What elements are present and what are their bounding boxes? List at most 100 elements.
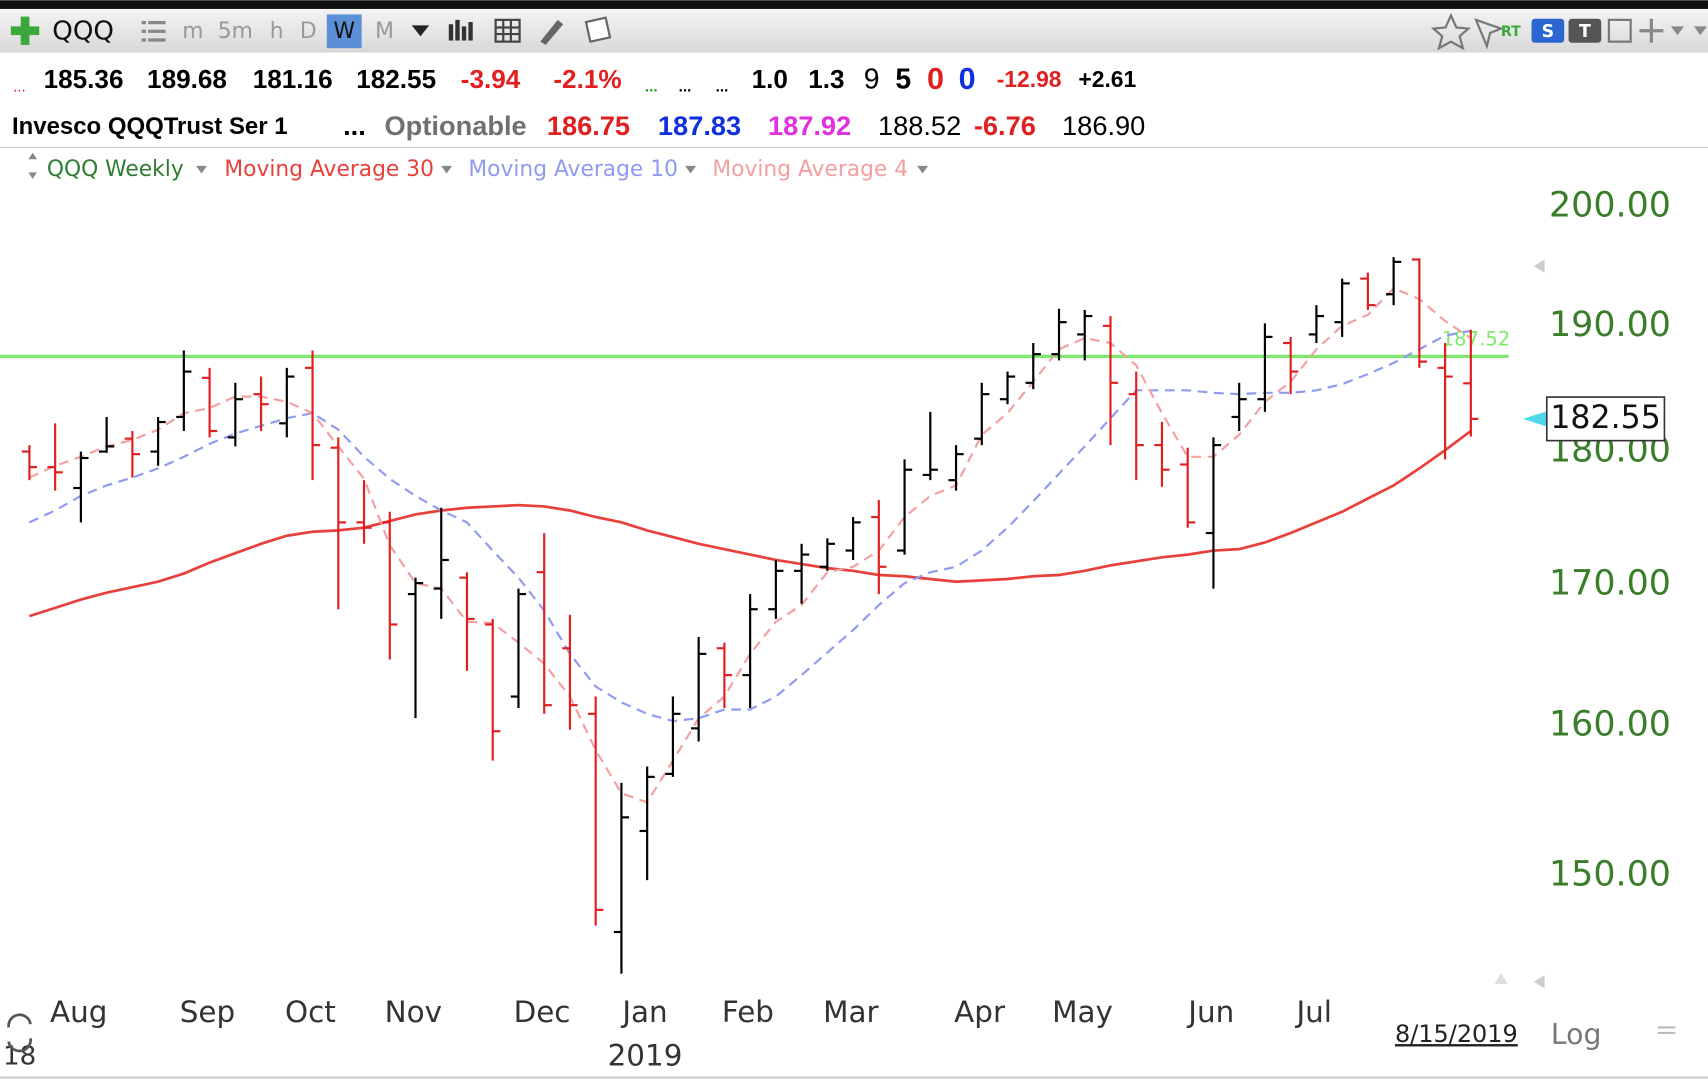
year-label: 2019 <box>608 1038 683 1072</box>
last-price-box <box>1545 396 1666 442</box>
prev-year-label: 18 <box>3 1041 36 1071</box>
interval-button[interactable]: M <box>375 19 394 44</box>
x-tick-label: Jan <box>620 995 667 1029</box>
grid-icon[interactable] <box>494 18 521 43</box>
quote-value: 186.75 <box>547 110 630 141</box>
quote-value: Optionable <box>385 110 527 141</box>
interval-button[interactable]: D <box>300 19 317 44</box>
plot: 150.00160.00170.00180.00190.00200.00187.… <box>0 186 1671 1072</box>
intervals: m 5m h D W M <box>182 19 394 44</box>
menu-icon[interactable] <box>141 20 166 42</box>
y-tick-label: 150.00 <box>1549 855 1671 895</box>
legend-entry[interactable]: Moving Average 10 <box>468 157 678 182</box>
legend-dropdown[interactable] <box>685 165 697 174</box>
t-icon[interactable] <box>1568 18 1602 43</box>
quote-value: -6.76 <box>974 110 1036 141</box>
quote-value: +2.61 <box>1078 66 1136 92</box>
add-icon[interactable] <box>10 16 40 45</box>
toolbar-label[interactable]: T <box>1579 22 1591 42</box>
quote-value: -12.98 <box>997 66 1062 92</box>
x-tick-label: Aug <box>50 995 107 1029</box>
quote-value: 1.0 <box>752 64 788 94</box>
window-icon[interactable] <box>1607 18 1632 43</box>
quote-value: ... <box>645 78 658 95</box>
last-price-label: 182.55 <box>1550 400 1661 436</box>
quote-value: 1.3 <box>808 64 844 94</box>
move-icon[interactable] <box>1639 18 1664 43</box>
interval-button[interactable]: W <box>333 19 355 44</box>
legend: QQQ Weekly Moving Average 30 Moving Averag… <box>28 152 929 182</box>
y-tick-label: 190.00 <box>1549 305 1671 345</box>
window-edge <box>0 0 1708 9</box>
x-tick-label: May <box>1052 995 1113 1029</box>
legend-dropdown[interactable] <box>196 165 207 174</box>
x-tick-label: Jul <box>1294 995 1331 1029</box>
legend-dropdown[interactable] <box>917 165 929 174</box>
x-tick-label: Apr <box>954 995 1006 1029</box>
quote-value: 0 <box>927 62 944 96</box>
star-icon[interactable] <box>1430 12 1471 51</box>
quote-value: ... <box>13 78 26 95</box>
scale-label[interactable]: Log <box>1551 1018 1602 1051</box>
quote-value: 181.16 <box>253 64 333 94</box>
quote-value: 187.83 <box>658 110 741 141</box>
legend-dropdown[interactable] <box>441 165 453 174</box>
moving-average-line <box>28 329 1472 723</box>
quote-value: 189.68 <box>147 64 227 94</box>
dropdown-icon[interactable] <box>411 25 430 37</box>
symbol[interactable]: QQQ <box>52 16 114 46</box>
x-tick-label: Nov <box>385 995 442 1029</box>
interval-button[interactable]: h <box>270 19 284 44</box>
right-labels: RT S T <box>1501 22 1591 42</box>
last-price-pointer <box>1522 411 1547 427</box>
menu-dropdown-icon[interactable] <box>1693 26 1707 36</box>
legend-arrow[interactable] <box>28 152 38 179</box>
active-interval-bg <box>326 14 362 49</box>
y-tick-label: 200.00 <box>1549 186 1671 226</box>
chart-style-icon[interactable] <box>448 19 473 41</box>
quote-value: 188.52 <box>878 110 961 141</box>
legend-entry[interactable]: Moving Average 4 <box>712 157 908 182</box>
quote-value: Invesco QQQTrust Ser 1 <box>12 113 288 140</box>
menu-dropdown-icon[interactable] <box>1670 26 1685 36</box>
scroll-arrow[interactable] <box>1533 259 1545 989</box>
legend-entry[interactable]: QQQ Weekly <box>47 157 184 182</box>
quote-value: 182.55 <box>356 64 436 94</box>
interval-button[interactable]: 5m <box>218 19 253 44</box>
interval-button[interactable]: m <box>182 19 203 44</box>
x-tick-label: Feb <box>722 995 774 1029</box>
s-icon[interactable] <box>1531 18 1565 43</box>
x-tick-label: Oct <box>285 995 336 1029</box>
toolbar <box>0 8 1708 53</box>
y-tick-label: 160.00 <box>1549 704 1671 744</box>
quote-value: 187.92 <box>768 110 851 141</box>
scale-icon[interactable] <box>1657 1026 1676 1034</box>
note-icon[interactable] <box>584 16 612 43</box>
toolbar-label[interactable]: RT <box>1501 24 1521 40</box>
quote-value: ... <box>716 78 729 95</box>
quote-value: 186.90 <box>1062 110 1145 141</box>
legend-entry[interactable]: Moving Average 30 <box>224 157 434 182</box>
pen-icon[interactable] <box>540 19 564 45</box>
quotes: ... 185.36 189.68 181.16 182.55 -3.94 -2.1%...… <box>12 62 1145 141</box>
quote-value: ... <box>343 110 366 141</box>
quote-value: 185.36 <box>44 64 124 94</box>
quote-value: -3.94 <box>461 64 521 94</box>
refresh-icon[interactable] <box>7 1013 32 1053</box>
quote-value: 0 <box>959 62 976 96</box>
level-label: 187.52 <box>1442 328 1511 351</box>
quote-value: ... <box>679 78 692 95</box>
x-tick-label: Jun <box>1186 995 1234 1029</box>
flag-icon[interactable] <box>1474 18 1505 50</box>
moving-average-line <box>28 429 1472 618</box>
quote-value: -2.1% <box>553 64 621 94</box>
x-tick-label: Mar <box>823 995 879 1029</box>
quote-value: 9 <box>864 63 880 95</box>
quote-value: 5 <box>895 63 911 95</box>
toolbar-label[interactable]: S <box>1542 22 1555 42</box>
date-label[interactable]: 8/15/2019 <box>1395 1020 1518 1048</box>
scroll-arrow[interactable] <box>1494 972 1508 984</box>
x-tick-label: Sep <box>180 995 235 1029</box>
